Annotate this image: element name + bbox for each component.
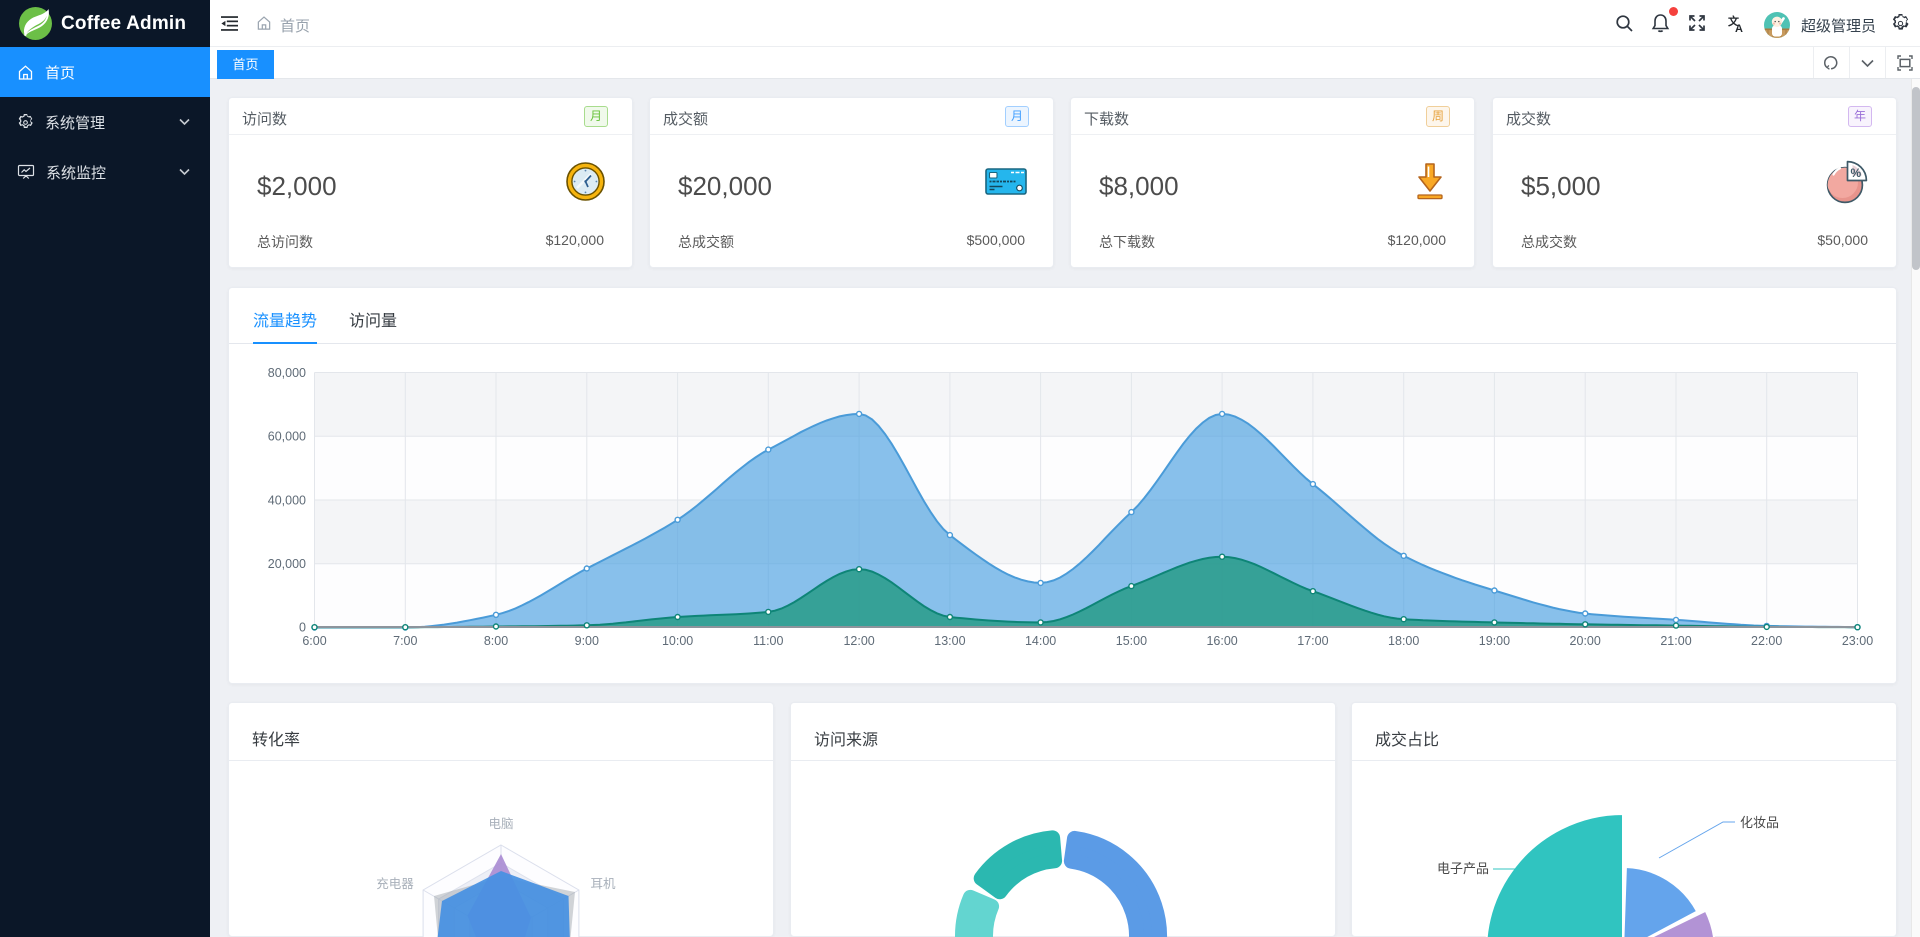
svg-text:A: A bbox=[1735, 23, 1743, 34]
svg-text:9:00: 9:00 bbox=[575, 634, 599, 648]
svg-text:6:00: 6:00 bbox=[302, 634, 326, 648]
svg-text:16:00: 16:00 bbox=[1206, 634, 1237, 648]
svg-text:11:00: 11:00 bbox=[753, 634, 783, 648]
svg-text:0: 0 bbox=[299, 621, 306, 635]
svg-text:21:00: 21:00 bbox=[1660, 634, 1691, 648]
svg-text:23:00: 23:00 bbox=[1842, 634, 1873, 648]
svg-text:文: 文 bbox=[1728, 14, 1740, 28]
svg-text:17:00: 17:00 bbox=[1297, 634, 1328, 648]
svg-text:14:00: 14:00 bbox=[1025, 634, 1056, 648]
svg-text:20,000: 20,000 bbox=[268, 557, 306, 571]
svg-text:12:00: 12:00 bbox=[843, 634, 874, 648]
svg-text:19:00: 19:00 bbox=[1479, 634, 1510, 648]
svg-text:%: % bbox=[1851, 166, 1862, 180]
svg-text:40,000: 40,000 bbox=[268, 494, 306, 508]
svg-text:60,000: 60,000 bbox=[268, 430, 306, 444]
svg-text:18:00: 18:00 bbox=[1388, 634, 1419, 648]
svg-text:电子产品: 电子产品 bbox=[1437, 861, 1489, 876]
svg-text:化妆品: 化妆品 bbox=[1740, 815, 1779, 830]
svg-text:7:00: 7:00 bbox=[393, 634, 417, 648]
svg-text:20:00: 20:00 bbox=[1570, 634, 1601, 648]
svg-text:8:00: 8:00 bbox=[484, 634, 508, 648]
svg-text:80,000: 80,000 bbox=[268, 366, 306, 380]
svg-text:电脑: 电脑 bbox=[488, 817, 513, 831]
svg-text:13:00: 13:00 bbox=[934, 634, 965, 648]
svg-text:耳机: 耳机 bbox=[590, 877, 616, 891]
svg-text:22:00: 22:00 bbox=[1751, 634, 1782, 648]
svg-text:充电器: 充电器 bbox=[376, 876, 414, 891]
svg-text:10:00: 10:00 bbox=[662, 634, 693, 648]
svg-text:15:00: 15:00 bbox=[1116, 634, 1147, 648]
